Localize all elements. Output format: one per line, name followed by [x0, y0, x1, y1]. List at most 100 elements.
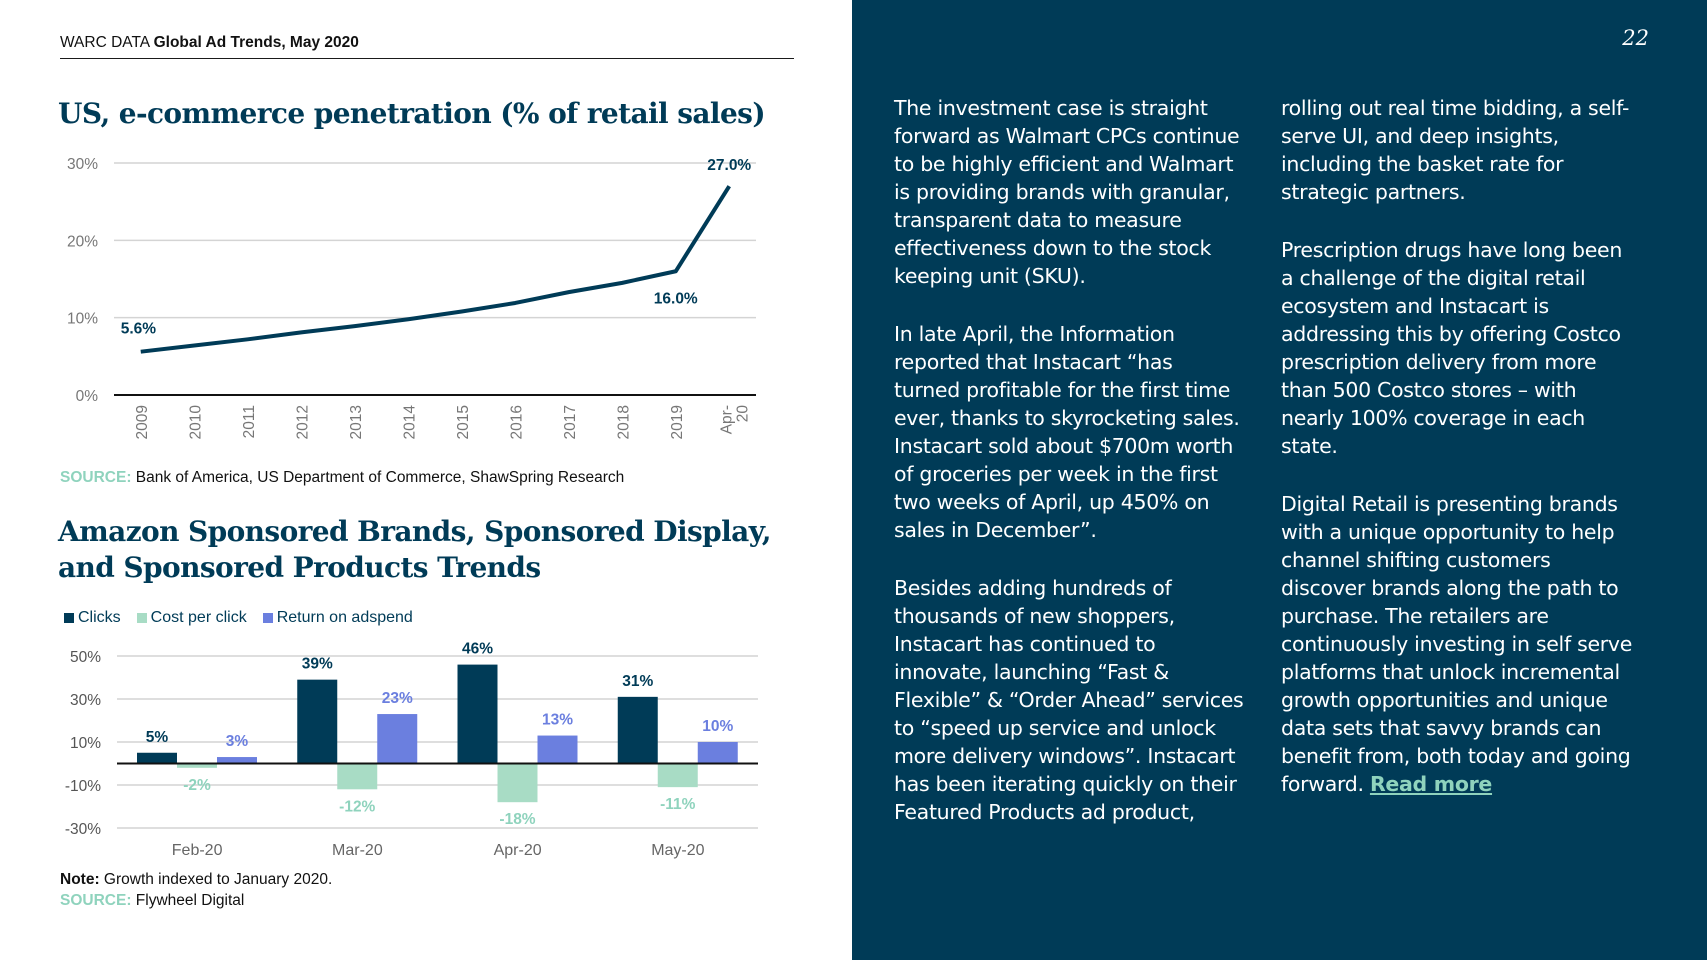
bar-clicks [457, 664, 498, 764]
paragraph: In late April, the Information reported … [894, 322, 1240, 542]
paragraph: The investment case is straight forward … [894, 96, 1240, 288]
series-line [140, 185, 731, 354]
x-tick-label: Feb-20 [172, 842, 223, 859]
ecommerce-line-chart: 0% 10% 20% 30% 2009 2010 2011 2012 2013 2014 2015 2… [67, 156, 756, 440]
header-prefix: WARC DATA [60, 34, 154, 51]
x-tick-group: 2015 [455, 405, 472, 439]
data-label: 16.0% [654, 290, 698, 307]
data-label: -18% [499, 811, 535, 828]
legend-label-cpc: Cost per click [150, 609, 247, 626]
chart2-source: SOURCE: Flywheel Digital [60, 892, 244, 910]
x-tick-label: 2015 [455, 405, 472, 439]
legend-swatch-roas [262, 613, 273, 623]
bar-return-on-adspend [377, 714, 418, 764]
x-tick-label: Apr- [718, 405, 735, 434]
bar-cost-per-click [177, 763, 217, 768]
x-tick-label: 2019 [669, 405, 686, 439]
y-tick-label: 10% [67, 311, 98, 328]
bar-cost-per-click [337, 763, 378, 790]
bar-clicks [297, 679, 338, 764]
source-label: SOURCE: [60, 469, 132, 486]
paragraph: Prescription drugs have long been a chal… [1281, 238, 1623, 458]
data-label: 23% [382, 690, 413, 707]
text-column-2: rolling out real time bidding, a self-se… [1281, 94, 1633, 828]
report-header: WARC DATA Global Ad Trends, May 2020 [60, 34, 359, 52]
x-tick-group: 2016 [508, 405, 525, 439]
legend-item-roas: Return on adspend [262, 609, 413, 627]
legend-label-clicks: Clicks [78, 609, 121, 626]
x-tick-label: 20 [734, 405, 751, 423]
x-tick-label: 2014 [401, 405, 418, 440]
y-tick-label: -10% [65, 778, 101, 795]
x-tick-label: 2010 [187, 405, 204, 440]
x-tick-label: 2018 [615, 405, 632, 439]
x-tick-group: 2019 [669, 405, 686, 439]
bar-clicks [617, 696, 658, 764]
read-more-link[interactable]: Read more [1369, 772, 1493, 796]
x-tick-group: 2011 [241, 405, 258, 438]
x-tick-group: 2012 [294, 405, 311, 439]
data-label: -2% [183, 777, 211, 794]
page-number: 22 [1622, 26, 1649, 50]
data-label: 5.6% [121, 321, 157, 338]
paragraph: Besides adding hundreds of thousands of … [894, 576, 1244, 824]
data-label: 39% [302, 656, 333, 673]
paragraph: rolling out real time bidding, a self-se… [1281, 96, 1630, 204]
data-label: 3% [226, 733, 249, 750]
y-tick-label: 10% [70, 735, 101, 752]
x-tick-group: 2013 [348, 405, 365, 439]
legend-swatch-clicks [64, 613, 74, 623]
x-tick-label: 2017 [562, 405, 579, 439]
x-tick-label: Apr-20 [494, 842, 542, 859]
x-tick-group: 2017 [562, 405, 579, 439]
y-tick-label: 50% [70, 649, 101, 666]
chart1-title: US, e-commerce penetration (% of retail … [58, 97, 766, 130]
chart2-legend: Clicks Cost per click Return on adspend [64, 609, 429, 627]
x-tick-label: 2013 [348, 405, 365, 439]
legend-item-clicks: Clicks [64, 609, 121, 627]
chart2-note: Note: Growth indexed to January 2020. [60, 871, 332, 889]
bar-cost-per-click [657, 763, 698, 788]
note-text: Growth indexed to January 2020. [99, 871, 333, 888]
x-tick-label: 2012 [294, 405, 311, 439]
legend-label-roas: Return on adspend [276, 609, 413, 626]
data-label: 27.0% [707, 157, 751, 174]
y-tick-label: 30% [67, 156, 98, 173]
note-label: Note: [60, 871, 100, 888]
chart2-title: Amazon Sponsored Brands, Sponsored Displ… [58, 515, 771, 584]
legend-swatch-cpc [136, 613, 147, 623]
data-label: -12% [339, 798, 375, 815]
right-panel [852, 0, 1707, 960]
source-text: Flywheel Digital [131, 892, 245, 909]
paragraph: Digital Retail is presenting brands with… [1281, 490, 1633, 798]
x-tick-label: May-20 [651, 842, 704, 859]
data-label: 10% [702, 718, 733, 735]
x-tick-label: 2011 [241, 405, 258, 438]
paragraph-text: Digital Retail is presenting brands with… [1281, 492, 1633, 796]
y-tick-label: 20% [67, 233, 98, 250]
data-label: -11% [660, 796, 696, 813]
x-tick-label: 2009 [134, 405, 151, 439]
source-text: Bank of America, US Department of Commer… [131, 469, 625, 486]
x-tick-label: 2016 [508, 405, 525, 439]
y-tick-label: 0% [76, 388, 99, 405]
data-label: 46% [462, 641, 493, 658]
x-tick-label: Mar-20 [332, 842, 383, 859]
header-divider [60, 58, 794, 59]
bar-clicks [137, 752, 177, 764]
bar-return-on-adspend [537, 735, 578, 764]
header-title: Global Ad Trends, May 2020 [153, 34, 359, 51]
x-tick-group: 2009 [134, 405, 151, 439]
bar-cost-per-click [497, 763, 538, 803]
x-tick-group: 2010 [187, 405, 204, 440]
legend-item-cpc: Cost per click [136, 609, 247, 627]
bar-return-on-adspend [697, 742, 738, 764]
y-tick-label: 30% [70, 692, 101, 709]
bar-return-on-adspend [217, 757, 257, 764]
data-label: 5% [146, 729, 169, 746]
data-label: 13% [542, 712, 573, 729]
chart1-source: SOURCE: Bank of America, US Department o… [60, 469, 624, 487]
left-panel: WARC DATA Global Ad Trends, May 2020 US,… [0, 0, 852, 960]
source-label: SOURCE: [60, 892, 132, 909]
x-tick-group: 2018 [615, 405, 632, 439]
